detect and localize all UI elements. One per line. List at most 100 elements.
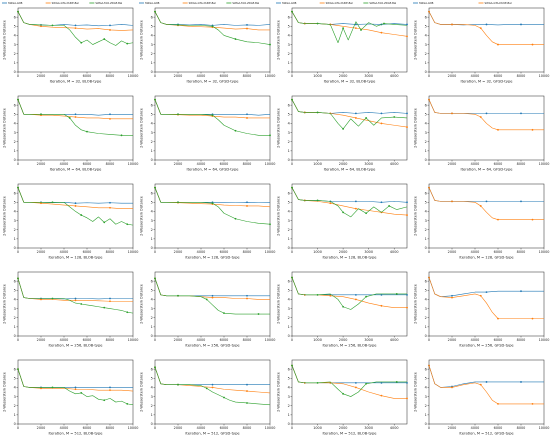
series-point (234, 129, 237, 132)
x-tick-label: 10000 (265, 250, 276, 254)
series-line (17, 187, 134, 226)
series-point (51, 297, 54, 300)
series-point (154, 366, 156, 369)
series-point (234, 38, 237, 40)
series-point (17, 368, 19, 371)
x-tick-label: 6000 (494, 426, 503, 430)
x-tick-label: 10000 (128, 426, 139, 430)
x-tick-label: 4000 (471, 250, 480, 254)
series-point (40, 298, 42, 301)
series-point (269, 134, 271, 137)
y-tick-label: 5 (14, 24, 16, 28)
y-tick-label: 1 (14, 325, 16, 329)
y-tick-label: 3 (425, 219, 427, 223)
series-point (406, 126, 408, 128)
series-point (316, 22, 319, 25)
y-tick-label: 0 (14, 422, 16, 426)
axes-frame (291, 95, 408, 161)
y-tick-label: 4 (151, 210, 153, 214)
x-tick-label: 0 (17, 426, 19, 430)
y-tick-label: 5 (14, 376, 16, 380)
y-tick-label: 0 (151, 334, 153, 338)
series-line (154, 367, 271, 394)
y-tick-label: 5 (288, 288, 290, 292)
y-tick-label: 1 (425, 325, 427, 329)
x-tick-label: 2000 (448, 426, 457, 430)
x-tick-label: 4000 (60, 250, 69, 254)
x-tick-label: 6000 (220, 162, 229, 166)
y-axis-label: 2-Wasserstein Distance (140, 20, 144, 60)
x-tick-label: 2000 (37, 426, 46, 430)
y-axis-label: 2-Wasserstein Distance (140, 196, 144, 236)
series-point (246, 205, 248, 207)
y-axis-label: 2-Wasserstein Distance (277, 108, 281, 148)
x-axis-label: Iteration, M = 256, GFSD-type (459, 344, 514, 348)
y-tick-label: 6 (151, 15, 153, 19)
y-tick-label: 0 (14, 70, 16, 74)
y-tick-label: 5 (151, 288, 153, 292)
series-point (40, 113, 42, 116)
series-point (246, 201, 248, 204)
series-point (51, 386, 54, 389)
y-tick-label: 0 (151, 70, 153, 74)
series-point (291, 186, 293, 189)
x-tick-label: 8000 (106, 74, 115, 78)
x-tick-label: 8000 (106, 162, 115, 166)
x-tick-label: 8000 (243, 162, 252, 166)
y-tick-label: 4 (425, 122, 427, 126)
series-point (257, 313, 260, 315)
series-point (406, 35, 408, 38)
x-tick-label: 10000 (539, 162, 550, 166)
x-axis-label: Iteration, M = 512, GFSD-type (185, 432, 240, 436)
x-axis-label: Iteration, M = 128, GFSD-type (459, 256, 514, 260)
series-point (329, 202, 332, 205)
y-tick-label: 4 (288, 122, 290, 126)
y-tick-label: 0 (151, 422, 153, 426)
x-tick-label: 0 (291, 250, 293, 254)
y-axis-label: 2-Wasserstein Distance (3, 284, 7, 324)
x-tick-label: 8000 (243, 250, 252, 254)
x-tick-label: 2000 (339, 338, 348, 342)
chart-panel-1-1: SWGA-ADB SWGA-GTA-DUKE-Bal SWGA-TAO-ZDAE-B… (2, 1, 138, 84)
y-tick-label: 4 (288, 298, 290, 302)
series-point (74, 202, 77, 205)
y-tick-label: 2 (288, 404, 290, 408)
x-tick-label: 6000 (83, 250, 92, 254)
x-tick-label: 10000 (539, 250, 550, 254)
series-point (177, 383, 179, 386)
series-point (246, 402, 248, 404)
axes-frame (291, 271, 408, 337)
x-tick-label: 0 (17, 250, 19, 254)
y-tick-label: 0 (151, 246, 153, 250)
series-line (428, 277, 544, 297)
series-point (428, 10, 430, 13)
x-tick-label: 4000 (390, 162, 399, 166)
x-tick-label: 8000 (517, 250, 526, 254)
y-tick-label: 5 (151, 376, 153, 380)
series-point (223, 396, 225, 399)
y-tick-label: 1 (425, 149, 427, 153)
series-point (80, 303, 83, 305)
series-point (246, 297, 248, 300)
y-tick-label: 2 (14, 140, 16, 144)
y-tick-label: 2 (425, 140, 427, 144)
chart-panel-5-4: 0 1 2 3 4 5 6 0 2000 4000 6000 8000 10000 Iteration, … (414, 359, 549, 436)
chart-panel-1-3: SWGA-ADB SWGA-GTA-DUKE-Bal SWGA-TAO-ZDAE-B… (276, 1, 408, 84)
y-tick-label: 3 (14, 219, 16, 223)
series-point (74, 299, 77, 302)
series-point (354, 200, 357, 203)
series-point (395, 293, 398, 295)
series-point (154, 186, 156, 189)
series-point (354, 381, 357, 384)
chart-panel-4-2: 0 1 2 3 4 5 6 0 2000 4000 6000 8000 10000 Iteration, … (140, 271, 275, 348)
series-point (211, 202, 214, 205)
x-tick-label: 6000 (83, 338, 92, 342)
series-point (74, 113, 77, 116)
x-tick-label: 2000 (174, 426, 183, 430)
x-tick-label: 3000 (364, 74, 373, 78)
axes-frame (154, 95, 271, 161)
series-line (291, 365, 407, 397)
x-tick-label: 6000 (83, 162, 92, 166)
x-tick-label: 8000 (106, 426, 115, 430)
